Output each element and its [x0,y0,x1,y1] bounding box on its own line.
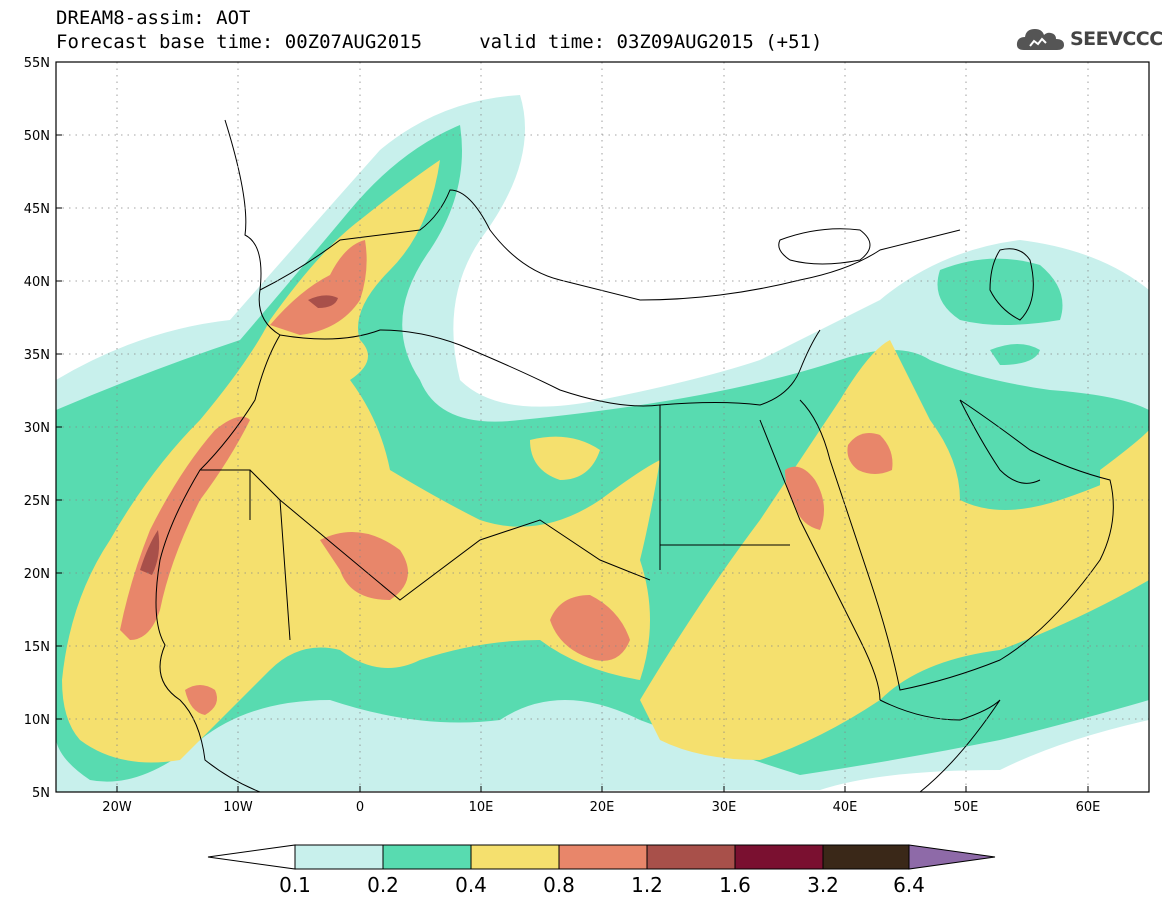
aot-1.2-spain [308,295,338,308]
lat-label: 35N [24,348,50,363]
aot-0.4-east [640,340,1149,760]
aot-0.4-west [62,160,660,763]
colorbar-segment [382,844,472,870]
aot-0.2-iran [990,344,1040,365]
logo-text: SEEVCCC [1070,28,1163,50]
coastline-europe [259,189,961,301]
lat-label: 55N [24,56,50,71]
lat-label: 10N [24,713,50,728]
lat-label: 30N [24,421,50,436]
colorbar-label: 1.6 [719,873,751,897]
colorbar-low-arrow [207,844,296,870]
coastline-horn [879,699,1001,792]
colorbar-label: 6.4 [893,873,925,897]
coastline-caspian [989,248,1034,321]
aot-0.2-caspian [937,258,1063,325]
colorbar-segment [294,844,384,870]
border-mali [200,469,251,520]
colorbar-labels: 0.1 0.2 0.4 0.8 1.2 1.6 3.2 6.4 [279,873,925,897]
colorbar-segment [822,844,910,870]
lat-label: 5N [32,786,50,801]
colorbar-label: 1.2 [631,873,663,897]
lat-label: 40N [24,275,50,290]
lon-label: 20E [590,800,615,815]
coastline-red-sea [759,419,881,701]
coastline-mediterranean [279,329,821,407]
tick-marks [56,61,1089,793]
aot-0.4-libya [530,436,600,480]
aot-contours [56,95,1149,792]
lat-label: 20N [24,567,50,582]
border-algeria [249,469,291,641]
colorbar-label: 3.2 [807,873,839,897]
aot-0.8-niger [320,532,408,600]
lat-label: 25N [24,494,50,509]
lon-label: 20W [102,800,132,815]
lon-label: 30E [712,800,737,815]
title-line-1: DREAM8-assim: AOT [56,7,251,29]
aot-0.4-oman [1100,430,1149,520]
border-sahel [279,499,651,601]
coastlines [155,119,1114,792]
colorbar-label: 0.4 [455,873,487,897]
coastline-arabia [799,399,1114,691]
map-title: DREAM8-assim: AOT Forecast base time: 00… [56,6,822,54]
lon-label: 10W [223,800,253,815]
lat-label: 15N [24,640,50,655]
colorbar-segment [646,844,736,870]
aot-1.2-sahara [140,530,160,575]
lon-label: 10E [469,800,494,815]
lon-label: 60E [1076,800,1101,815]
coastline-black-sea [778,228,871,265]
colorbar-label: 0.2 [367,873,399,897]
colorbar-label: 0.8 [543,873,575,897]
aot-0.8-mauritania [120,416,250,640]
colorbar-high-arrow [908,844,996,870]
cloud-icon [1016,29,1064,50]
seevccc-logo: SEEVCCC [1016,24,1163,54]
aot-0.8-redsea [785,466,824,530]
lon-label: 40E [833,800,858,815]
graticule [56,62,1149,792]
lat-labels: 55N 50N 45N 40N 35N 30N 25N 20N 15N 10N … [24,56,50,801]
lat-label: 45N [24,202,50,217]
colorbar-segment [470,844,560,870]
lon-label: 0 [356,800,364,815]
coastline-gulf [959,399,1041,484]
colorbar-label: 0.1 [279,873,311,897]
aot-0.8-guinea [185,685,218,715]
lon-label: 50E [954,800,979,815]
aot-0.8-iberia [270,240,367,335]
colorbar-segment [734,844,824,870]
aot-0.8-chad [550,595,630,661]
lat-label: 50N [24,129,50,144]
aot-0.8-arabia [847,432,893,474]
lon-labels: 20W 10W 0 10E 20E 30E 40E 50E 60E [102,800,1100,815]
title-line-2: Forecast base time: 00Z07AUG2015 valid t… [56,31,823,53]
colorbar [207,844,996,870]
colorbar-segment [558,844,648,870]
